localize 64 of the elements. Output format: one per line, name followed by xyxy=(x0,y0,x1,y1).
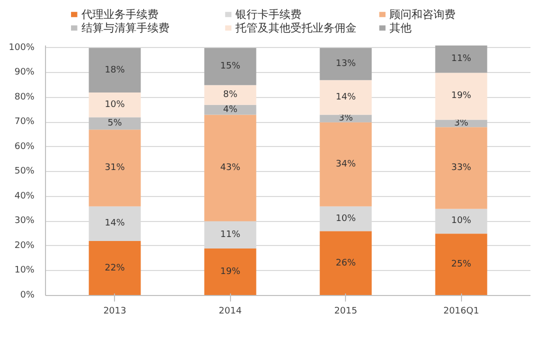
bar xyxy=(320,206,372,232)
data-label: 19% xyxy=(451,91,472,102)
data-label: 10% xyxy=(104,100,126,110)
bar xyxy=(88,48,141,93)
bar xyxy=(435,208,488,234)
legend-label: 顾问和咨询费 xyxy=(390,8,456,21)
legend-label: 银行卡手续费 xyxy=(234,8,302,21)
data-label: 33% xyxy=(451,163,472,174)
y-tick-label: 0% xyxy=(20,290,35,300)
y-tick-label: 60% xyxy=(14,142,35,152)
bar xyxy=(88,206,141,242)
x-tick-label: 2016Q1 xyxy=(443,306,480,316)
data-label: 15% xyxy=(220,62,241,72)
bar xyxy=(435,72,488,120)
data-label: 13% xyxy=(336,59,356,70)
y-tick-label: 100% xyxy=(8,42,35,53)
legend-label: 其他 xyxy=(390,22,412,34)
data-label: 34% xyxy=(336,159,356,170)
data-label: 8% xyxy=(223,90,238,100)
data-label: 10% xyxy=(451,216,472,226)
bar xyxy=(435,46,488,73)
x-tick-label: 2014 xyxy=(218,306,242,316)
data-label: 26% xyxy=(336,258,356,268)
y-tick-label: 10% xyxy=(14,266,35,276)
bar xyxy=(435,234,488,296)
legend-label: 代理业务手续费 xyxy=(80,8,158,21)
bar xyxy=(320,122,372,206)
x-tick-label: 2013 xyxy=(103,306,126,316)
bar xyxy=(204,248,256,296)
x-tick-label: 2015 xyxy=(334,306,358,316)
y-tick-label: 20% xyxy=(14,240,35,251)
bar xyxy=(88,130,141,206)
data-label: 25% xyxy=(451,260,472,270)
bar xyxy=(204,104,256,115)
data-label: 11% xyxy=(451,54,472,64)
bar xyxy=(320,231,372,296)
bar xyxy=(204,221,256,248)
data-label: 18% xyxy=(104,65,126,76)
y-tick-label: 50% xyxy=(14,166,35,177)
bar xyxy=(88,92,141,118)
data-label: 5% xyxy=(108,118,122,128)
bar xyxy=(435,127,488,209)
y-tick-label: 30% xyxy=(14,216,35,226)
bar xyxy=(204,114,256,222)
data-label: 14% xyxy=(104,218,126,229)
data-label: 19% xyxy=(220,266,241,277)
y-tick-label: 90% xyxy=(14,68,35,78)
legend-label: 托管及其他受托业务佣金 xyxy=(234,22,356,34)
bar xyxy=(320,48,372,80)
data-label: 22% xyxy=(104,263,126,274)
legend-label: 结算与清算手续费 xyxy=(81,22,170,34)
data-label: 31% xyxy=(104,163,126,174)
bar xyxy=(320,80,372,115)
bar xyxy=(204,48,256,86)
y-tick-label: 40% xyxy=(14,191,35,202)
y-tick-label: 80% xyxy=(14,92,35,102)
data-label: 43% xyxy=(220,163,241,174)
bar xyxy=(88,241,141,296)
y-tick-label: 70% xyxy=(14,117,35,128)
data-label: 14% xyxy=(336,92,356,102)
bar xyxy=(204,85,256,105)
data-label: 10% xyxy=(336,214,356,224)
data-label: 11% xyxy=(220,230,241,240)
data-label: 4% xyxy=(223,104,238,115)
